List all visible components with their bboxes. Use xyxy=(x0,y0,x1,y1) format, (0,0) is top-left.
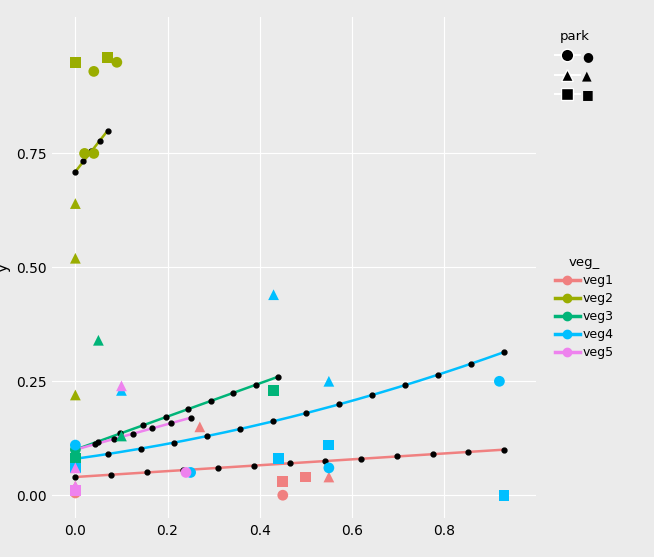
Point xyxy=(277,477,288,486)
Point xyxy=(70,445,80,454)
Point xyxy=(70,486,80,495)
Point xyxy=(70,390,80,399)
Point xyxy=(324,463,334,472)
Point xyxy=(324,377,334,386)
Point xyxy=(116,382,127,390)
Point xyxy=(195,422,205,431)
Point xyxy=(70,463,80,472)
Point xyxy=(79,149,90,158)
Point xyxy=(70,199,80,208)
Point xyxy=(93,336,103,345)
Point xyxy=(70,482,80,491)
Point xyxy=(116,386,127,395)
Point xyxy=(268,290,279,299)
Point xyxy=(116,432,127,441)
Point xyxy=(70,254,80,263)
Point xyxy=(70,488,80,497)
Point xyxy=(499,491,509,500)
Point xyxy=(301,472,311,481)
Point xyxy=(273,455,283,463)
Point xyxy=(88,67,99,76)
Point xyxy=(181,468,191,477)
Point xyxy=(70,463,80,472)
Point xyxy=(103,53,113,62)
Point xyxy=(70,482,80,491)
Point xyxy=(277,491,288,500)
Legend: veg1, veg2, veg3, veg4, veg5: veg1, veg2, veg3, veg4, veg5 xyxy=(547,248,621,367)
Point xyxy=(88,149,99,158)
Point xyxy=(324,441,334,449)
Point xyxy=(324,472,334,481)
Point xyxy=(70,455,80,463)
Point xyxy=(112,58,122,67)
Point xyxy=(70,58,80,67)
Point xyxy=(70,463,80,472)
Point xyxy=(70,441,80,449)
Y-axis label: y: y xyxy=(0,263,10,272)
Point xyxy=(185,468,196,477)
Point xyxy=(268,386,279,395)
Point xyxy=(70,486,80,495)
Point xyxy=(494,377,505,386)
